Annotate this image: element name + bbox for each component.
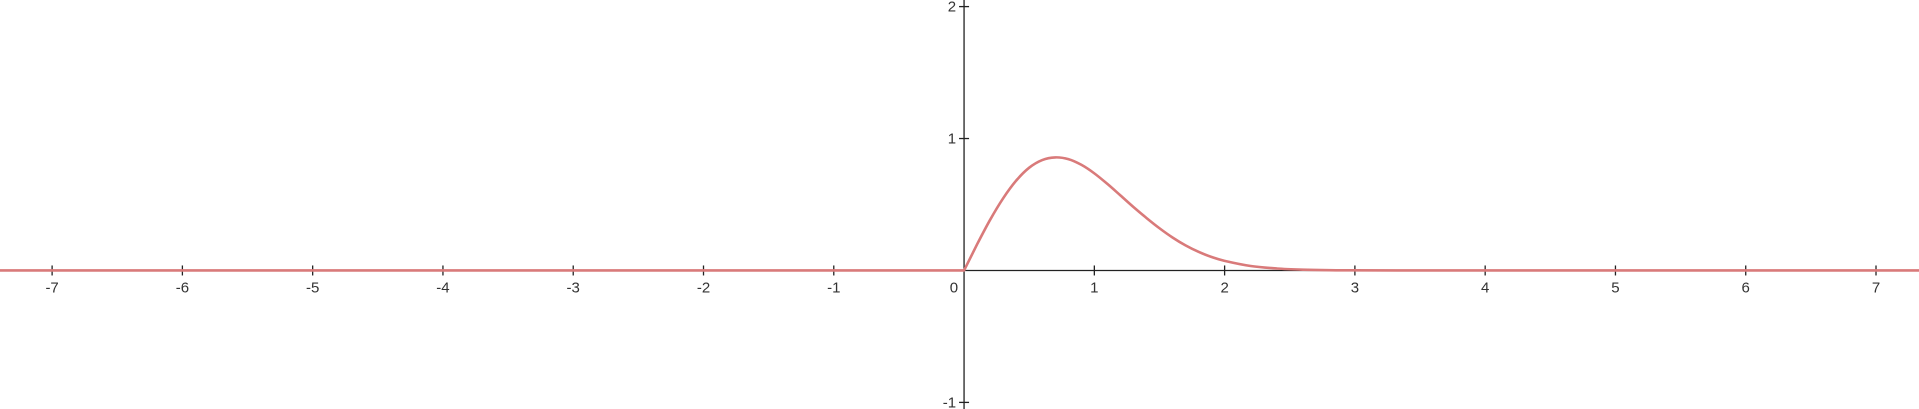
x-tick-label: 6 bbox=[1742, 279, 1750, 296]
x-axis-ticks: -7 -6 -5 -4 -3 -2 -1 1 2 3 4 5 6 7 bbox=[45, 265, 1880, 296]
y-tick-label: 2 bbox=[948, 0, 956, 16]
x-tick-label: -2 bbox=[697, 279, 710, 296]
x-tick-label: 4 bbox=[1481, 279, 1489, 296]
x-tick-label: 1 bbox=[1090, 279, 1098, 296]
series-line-0 bbox=[0, 156, 1919, 272]
x-tick-label: -3 bbox=[567, 279, 580, 296]
x-tick-label: -1 bbox=[827, 279, 840, 296]
series-layer bbox=[0, 156, 1919, 272]
x-tick-label: 3 bbox=[1351, 279, 1359, 296]
x-tick-label: 7 bbox=[1872, 279, 1880, 296]
y-axis-ticks: -1 1 2 bbox=[943, 0, 970, 409]
origin-label: 0 bbox=[950, 279, 958, 296]
x-tick-label: 5 bbox=[1611, 279, 1619, 296]
y-tick-label: 1 bbox=[948, 131, 956, 148]
x-tick-label: -4 bbox=[436, 279, 449, 296]
x-tick-label: -5 bbox=[306, 279, 319, 296]
x-tick-label: -7 bbox=[45, 279, 58, 296]
x-tick-label: 2 bbox=[1220, 279, 1228, 296]
x-tick-label: -6 bbox=[176, 279, 189, 296]
y-tick-label: -1 bbox=[943, 394, 956, 409]
